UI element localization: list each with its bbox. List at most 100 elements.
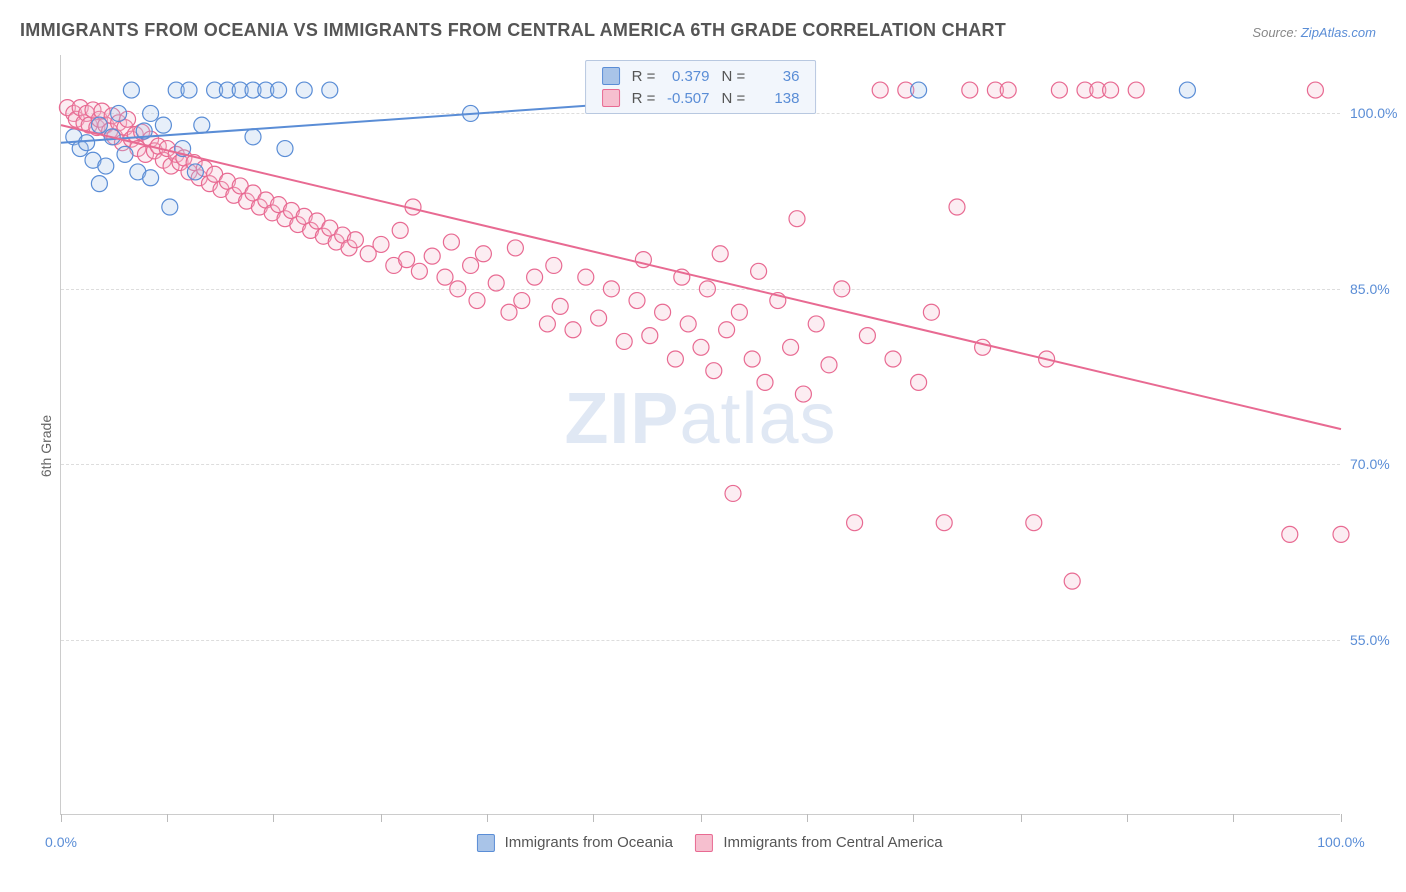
scatter-plot-svg [61, 55, 1340, 814]
data-point [143, 105, 159, 121]
series-legend: Immigrants from Oceania Immigrants from … [458, 834, 942, 852]
n-label: N = [722, 90, 746, 107]
data-point [488, 275, 504, 291]
data-point [712, 246, 728, 262]
data-point [296, 82, 312, 98]
r-label: R = [632, 90, 656, 107]
data-point [123, 82, 139, 98]
data-point [91, 117, 107, 133]
data-point [642, 328, 658, 344]
x-tick [487, 814, 488, 822]
data-point [1282, 526, 1298, 542]
data-point [731, 304, 747, 320]
data-point [706, 363, 722, 379]
y-tick-label: 70.0% [1350, 456, 1406, 472]
data-point [117, 146, 133, 162]
data-point [322, 82, 338, 98]
data-point [501, 304, 517, 320]
data-point [507, 240, 523, 256]
x-tick [1021, 814, 1022, 822]
data-point [514, 293, 530, 309]
data-point [655, 304, 671, 320]
data-point [91, 176, 107, 192]
x-tick [701, 814, 702, 822]
data-point [463, 257, 479, 273]
x-tick [381, 814, 382, 822]
data-point [757, 374, 773, 390]
data-point [552, 298, 568, 314]
x-tick [1341, 814, 1342, 822]
legend-row-central-america: R = -0.507 N = 138 [596, 87, 806, 109]
x-tick [61, 814, 62, 822]
data-point [162, 199, 178, 215]
data-point [187, 164, 203, 180]
data-point [667, 351, 683, 367]
x-tick [913, 814, 914, 822]
data-point [962, 82, 978, 98]
y-tick-label: 100.0% [1350, 105, 1406, 121]
data-point [437, 269, 453, 285]
source-link[interactable]: ZipAtlas.com [1301, 25, 1376, 40]
data-point [603, 281, 619, 297]
data-point [949, 199, 965, 215]
data-point [450, 281, 466, 297]
legend-label-central-america: Immigrants from Central America [723, 834, 942, 851]
data-point [443, 234, 459, 250]
data-point [847, 515, 863, 531]
y-tick-label: 85.0% [1350, 281, 1406, 297]
data-point [885, 351, 901, 367]
n-value-oceania: 36 [749, 68, 799, 85]
x-tick [1127, 814, 1128, 822]
y-tick-label: 55.0% [1350, 632, 1406, 648]
data-point [789, 211, 805, 227]
data-point [1064, 573, 1080, 589]
data-point [392, 222, 408, 238]
data-point [1128, 82, 1144, 98]
data-point [725, 485, 741, 501]
data-point [693, 339, 709, 355]
data-point [719, 322, 735, 338]
x-tick [807, 814, 808, 822]
data-point [399, 252, 415, 268]
data-point [629, 293, 645, 309]
data-point [936, 515, 952, 531]
data-point [277, 141, 293, 157]
data-point [1051, 82, 1067, 98]
data-point [1307, 82, 1323, 98]
trend-line [61, 125, 1341, 429]
data-point [271, 82, 287, 98]
n-value-central-america: 138 [749, 90, 799, 107]
data-point [923, 304, 939, 320]
data-point [111, 105, 127, 121]
data-point [591, 310, 607, 326]
data-point [1026, 515, 1042, 531]
data-point [911, 374, 927, 390]
data-point [527, 269, 543, 285]
n-label: N = [722, 68, 746, 85]
data-point [751, 263, 767, 279]
data-point [98, 158, 114, 174]
data-point [578, 269, 594, 285]
data-point [155, 117, 171, 133]
data-point [373, 236, 389, 252]
chart-title: IMMIGRANTS FROM OCEANIA VS IMMIGRANTS FR… [20, 20, 1006, 41]
data-point [347, 232, 363, 248]
legend-swatch-central-america-bottom [695, 834, 713, 852]
data-point [834, 281, 850, 297]
data-point [424, 248, 440, 264]
data-point [79, 135, 95, 151]
x-tick-label: 100.0% [1317, 834, 1364, 850]
data-point [539, 316, 555, 332]
source-attribution: Source: ZipAtlas.com [1252, 25, 1376, 40]
data-point [411, 263, 427, 279]
y-axis-label: 6th Grade [38, 415, 54, 477]
data-point [699, 281, 715, 297]
data-point [859, 328, 875, 344]
correlation-legend: R = 0.379 N = 36 R = -0.507 N = 138 [585, 60, 817, 114]
data-point [795, 386, 811, 402]
data-point [565, 322, 581, 338]
data-point [808, 316, 824, 332]
data-point [821, 357, 837, 373]
data-point [1333, 526, 1349, 542]
legend-swatch-oceania-bottom [476, 834, 494, 852]
